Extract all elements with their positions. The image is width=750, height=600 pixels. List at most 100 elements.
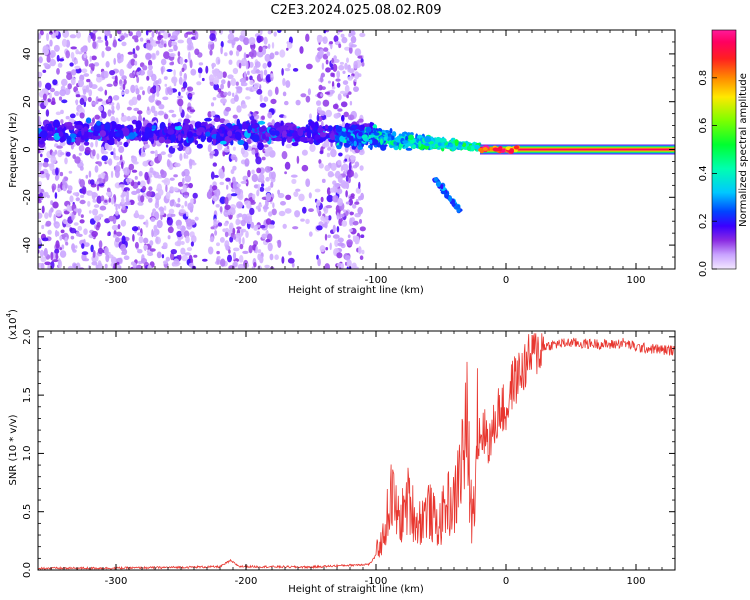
noise-speck bbox=[117, 224, 121, 230]
band-speck bbox=[252, 123, 257, 129]
noise-speck bbox=[132, 234, 135, 242]
noise-speck bbox=[293, 191, 299, 198]
noise-speck bbox=[52, 201, 59, 209]
noise-speck bbox=[91, 191, 97, 196]
noise-speck bbox=[217, 142, 223, 151]
noise-speck bbox=[348, 162, 352, 171]
noise-speck bbox=[101, 111, 107, 119]
noise-speck bbox=[188, 182, 194, 189]
noise-speck bbox=[217, 222, 223, 227]
noise-speck bbox=[104, 142, 110, 150]
noise-speck bbox=[107, 98, 111, 103]
noise-speck bbox=[300, 93, 307, 98]
colorbar-tick-label: 0.8 bbox=[698, 70, 709, 86]
noise-speck bbox=[57, 62, 63, 68]
noise-speck bbox=[281, 151, 288, 160]
noise-speck bbox=[158, 104, 165, 110]
noise-speck bbox=[325, 59, 329, 65]
noise-speck bbox=[241, 57, 248, 67]
noise-speck bbox=[268, 224, 275, 229]
noise-speck bbox=[115, 231, 123, 237]
noise-speck bbox=[336, 188, 343, 195]
noise-speck bbox=[321, 178, 326, 183]
noise-speck bbox=[327, 234, 331, 238]
noise-speck bbox=[292, 226, 299, 230]
band-speck bbox=[234, 132, 242, 140]
band-speck bbox=[167, 128, 175, 135]
noise-speck bbox=[177, 98, 184, 107]
noise-speck bbox=[236, 226, 242, 230]
noise-speck bbox=[329, 242, 332, 251]
noise-speck bbox=[91, 261, 98, 266]
signal-speck bbox=[401, 132, 405, 137]
noise-speck bbox=[184, 154, 189, 159]
band-speck bbox=[329, 132, 336, 141]
noise-speck bbox=[183, 192, 190, 196]
noise-speck bbox=[212, 162, 217, 167]
noise-speck bbox=[47, 229, 52, 235]
noise-speck bbox=[185, 31, 193, 35]
noise-speck bbox=[78, 145, 85, 152]
noise-speck bbox=[337, 174, 343, 183]
noise-speck bbox=[331, 57, 335, 64]
noise-speck bbox=[165, 256, 170, 262]
signal-speck bbox=[369, 139, 373, 144]
noise-speck bbox=[270, 73, 274, 78]
noise-speck bbox=[160, 170, 167, 179]
band-speck bbox=[200, 135, 206, 143]
noise-speck bbox=[359, 255, 364, 260]
noise-speck bbox=[53, 214, 56, 223]
noise-speck bbox=[47, 163, 55, 168]
noise-speck bbox=[88, 63, 96, 68]
noise-speck bbox=[206, 190, 213, 200]
noise-speck bbox=[100, 195, 105, 202]
noise-speck bbox=[230, 169, 235, 175]
noise-speck bbox=[98, 240, 103, 249]
noise-speck bbox=[213, 68, 219, 76]
noise-speck bbox=[171, 76, 178, 84]
noise-speck bbox=[354, 161, 360, 168]
noise-speck bbox=[329, 187, 335, 193]
noise-speck bbox=[198, 72, 202, 79]
noise-speck bbox=[354, 79, 357, 82]
signal-speck bbox=[336, 126, 342, 133]
noise-speck bbox=[145, 52, 152, 60]
noise-speck bbox=[323, 207, 327, 212]
noise-speck bbox=[234, 156, 238, 163]
band-speck bbox=[93, 123, 102, 131]
noise-speck bbox=[346, 259, 352, 268]
signal-speck bbox=[439, 145, 446, 149]
noise-speck bbox=[249, 79, 254, 86]
noise-speck bbox=[308, 231, 313, 237]
noise-speck bbox=[224, 231, 229, 238]
noise-speck bbox=[269, 253, 274, 261]
noise-speck bbox=[138, 214, 145, 220]
noise-speck bbox=[55, 111, 62, 116]
noise-speck bbox=[43, 247, 48, 257]
noise-speck bbox=[332, 234, 340, 239]
noise-speck bbox=[135, 45, 140, 51]
noise-speck bbox=[168, 39, 173, 48]
noise-speck bbox=[52, 185, 55, 193]
noise-speck bbox=[244, 200, 251, 206]
noise-speck bbox=[317, 106, 322, 111]
noise-speck bbox=[123, 187, 130, 192]
noise-speck bbox=[214, 230, 218, 236]
band-speck bbox=[58, 131, 64, 138]
noise-speck bbox=[38, 71, 43, 78]
band-speck bbox=[274, 130, 280, 137]
band-speck bbox=[141, 136, 146, 142]
noise-speck bbox=[326, 194, 334, 203]
noise-speck bbox=[319, 245, 326, 253]
noise-speck bbox=[96, 73, 101, 78]
noise-speck bbox=[98, 161, 102, 167]
noise-speck bbox=[90, 69, 93, 74]
noise-speck bbox=[261, 156, 266, 161]
noise-speck bbox=[179, 153, 183, 161]
noise-speck bbox=[336, 31, 340, 35]
band-speck bbox=[104, 122, 111, 131]
noise-speck bbox=[41, 224, 45, 230]
noise-speck bbox=[149, 240, 154, 246]
noise-speck bbox=[253, 184, 259, 189]
noise-speck bbox=[236, 201, 243, 209]
